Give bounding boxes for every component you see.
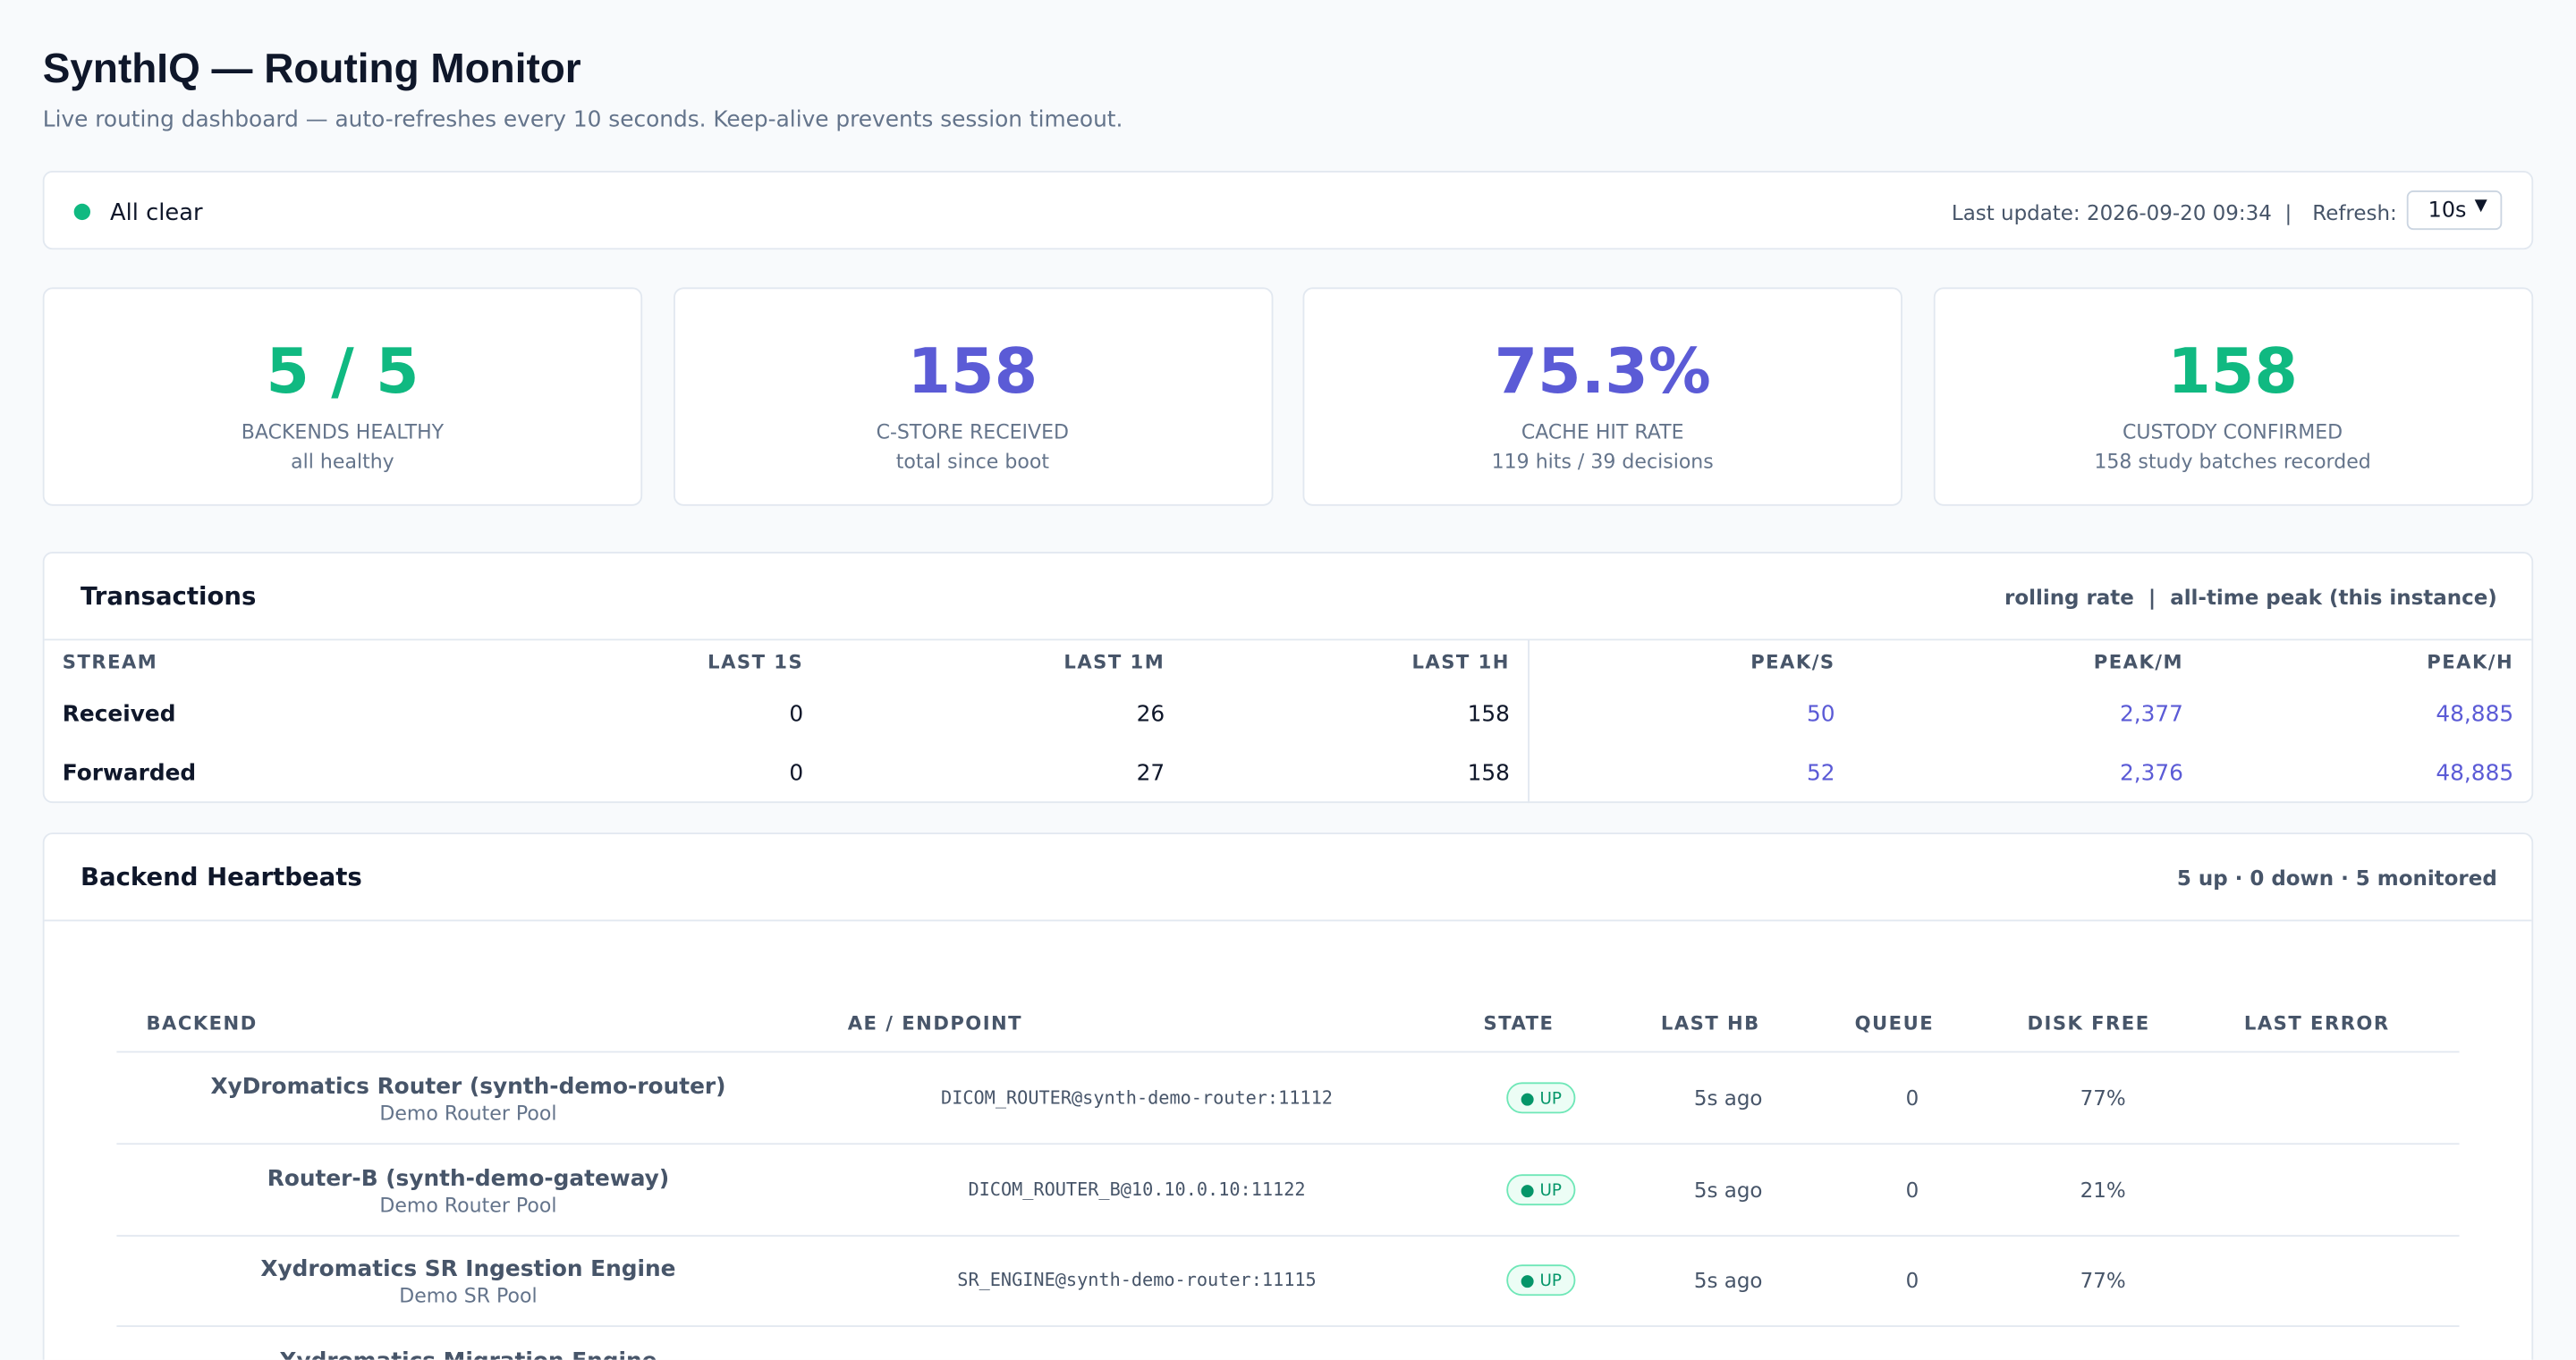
separator: | bbox=[2284, 200, 2292, 225]
card-value: 75.3% bbox=[1494, 334, 1711, 408]
backend-cell: Router-B (synth-demo-gateway) Demo Router… bbox=[146, 1165, 790, 1218]
cell: 48,885 bbox=[2436, 760, 2514, 787]
endpoint: SR_ENGINE@synth-demo-router:11115 bbox=[957, 1269, 1317, 1291]
refresh-value: 10s bbox=[2428, 199, 2467, 224]
column-header: LAST 1H bbox=[1411, 650, 1510, 674]
column-header: QUEUE bbox=[1854, 1011, 1935, 1035]
stream-name: Forwarded bbox=[62, 760, 197, 787]
cell: 52 bbox=[1807, 760, 1835, 787]
card-label: CACHE HIT RATE bbox=[1521, 420, 1684, 443]
backend-cell: Xydromatics SR Ingestion Engine Demo SR P… bbox=[146, 1256, 790, 1309]
backend-pool: Demo Router Pool bbox=[379, 1193, 557, 1217]
cell: 2,376 bbox=[2119, 760, 2183, 787]
column-header: LAST ERROR bbox=[2243, 1011, 2390, 1035]
divider bbox=[1528, 638, 1530, 804]
endpoint: DICOM_ROUTER_B@10.10.0.10:11122 bbox=[968, 1178, 1306, 1200]
heartbeats-panel: Backend Heartbeats 5 up · 0 down · 5 mon… bbox=[42, 832, 2534, 1360]
last-hb: 5s ago bbox=[1693, 1267, 1763, 1293]
backend-pool: Demo Router Pool bbox=[379, 1102, 557, 1126]
backend-cell: XyDromatics Router (synth-demo-router) De… bbox=[146, 1074, 790, 1127]
cell: 27 bbox=[1136, 760, 1165, 787]
state-pill: ● UP bbox=[1506, 1173, 1576, 1205]
divider bbox=[116, 1051, 2460, 1053]
backend-name: Router-B (synth-demo-gateway) bbox=[267, 1165, 670, 1192]
card-sub: 119 hits / 39 decisions bbox=[1491, 450, 1714, 473]
column-header: AE / ENDPOINT bbox=[847, 1011, 1023, 1035]
panel-title: Backend Heartbeats bbox=[80, 862, 362, 892]
queue: 0 bbox=[1905, 1085, 1919, 1111]
stat-card: 5 / 5 BACKENDS HEALTHY all healthy bbox=[42, 287, 643, 506]
backend-name: Xydromatics Migration Engine bbox=[146, 1347, 790, 1360]
last-update-text: Last update: 2026-09-20 09:34 bbox=[1951, 200, 2272, 225]
cell: 0 bbox=[789, 760, 804, 787]
disk-free: 77% bbox=[2080, 1267, 2126, 1293]
state-pill: ● UP bbox=[1506, 1264, 1576, 1297]
divider bbox=[116, 1325, 2460, 1328]
status-dot bbox=[73, 203, 91, 221]
divider bbox=[44, 919, 2532, 922]
column-header: LAST 1S bbox=[708, 650, 804, 674]
backend-name: Xydromatics SR Ingestion Engine bbox=[260, 1256, 676, 1283]
cell: 0 bbox=[789, 701, 804, 728]
last-hb: 5s ago bbox=[1693, 1176, 1763, 1202]
panel-note: 5 up · 0 down · 5 monitored bbox=[2176, 865, 2497, 891]
column-header: PEAK/M bbox=[2093, 650, 2183, 674]
column-header: PEAK/S bbox=[1750, 650, 1835, 674]
refresh-label: Refresh: bbox=[2312, 200, 2397, 225]
divider bbox=[116, 1234, 2460, 1237]
disk-free: 77% bbox=[2080, 1085, 2126, 1111]
title: SynthIQ — Routing Monitor bbox=[42, 46, 581, 92]
stat-card: 158 CUSTODY CONFIRMED 158 study batches re… bbox=[1932, 287, 2533, 506]
card-label: CUSTODY CONFIRMED bbox=[2122, 420, 2343, 443]
status-bar: All clear Last update: 2026-09-20 09:34 … bbox=[42, 171, 2534, 250]
queue: 0 bbox=[1905, 1267, 1919, 1293]
refresh-select[interactable]: 10s ▼ bbox=[2406, 190, 2503, 231]
last-update: Last update: 2026-09-20 09:34 | bbox=[1952, 200, 2299, 225]
transactions-panel: Transactions rolling rate | all-time pea… bbox=[42, 552, 2534, 804]
stat-card: 75.3% CACHE HIT RATE 119 hits / 39 decisio… bbox=[1302, 287, 1902, 506]
card-value: 5 / 5 bbox=[266, 334, 419, 408]
card-sub: 158 study batches recorded bbox=[2094, 450, 2371, 473]
backend-name: XyDromatics Router (synth-demo-router) bbox=[210, 1074, 726, 1101]
card-sub: all healthy bbox=[291, 450, 394, 473]
cell: 158 bbox=[1467, 701, 1510, 728]
panel-note: rolling rate | all-time peak (this insta… bbox=[2004, 584, 2497, 610]
stream-name: Received bbox=[62, 701, 176, 728]
status-text: All clear bbox=[110, 200, 203, 227]
queue: 0 bbox=[1905, 1176, 1919, 1202]
column-header: STREAM bbox=[62, 650, 158, 674]
divider bbox=[44, 638, 2532, 641]
column-header: BACKEND bbox=[146, 1011, 258, 1035]
subtitle: Live routing dashboard — auto-refreshes … bbox=[42, 106, 1123, 133]
cell: 26 bbox=[1136, 701, 1165, 728]
card-label: C-STORE RECEIVED bbox=[876, 420, 1070, 443]
cell: 50 bbox=[1807, 701, 1835, 728]
state-pill: ● UP bbox=[1506, 1082, 1576, 1114]
endpoint: DICOM_ROUTER@synth-demo-router:11112 bbox=[941, 1086, 1333, 1109]
card-sub: total since boot bbox=[895, 450, 1049, 473]
divider bbox=[116, 1143, 2460, 1145]
last-hb: 5s ago bbox=[1693, 1085, 1763, 1111]
stat-card: 158 C-STORE RECEIVED total since boot bbox=[673, 287, 1273, 506]
backend-cell: Xydromatics Migration Engine bbox=[146, 1347, 790, 1360]
cell: 2,377 bbox=[2119, 701, 2183, 728]
panel-title: Transactions bbox=[80, 581, 257, 612]
disk-free: 21% bbox=[2080, 1176, 2126, 1202]
card-value: 158 bbox=[2167, 334, 2298, 408]
card-label: BACKENDS HEALTHY bbox=[241, 420, 445, 443]
column-header: PEAK/H bbox=[2427, 650, 2514, 674]
column-header: STATE bbox=[1483, 1011, 1555, 1035]
backend-pool: Demo SR Pool bbox=[399, 1284, 538, 1308]
column-header: LAST 1M bbox=[1063, 650, 1165, 674]
column-header: DISK FREE bbox=[2027, 1011, 2150, 1035]
card-value: 158 bbox=[907, 334, 1038, 408]
cell: 158 bbox=[1467, 760, 1510, 787]
column-header: LAST HB bbox=[1660, 1011, 1760, 1035]
cell: 48,885 bbox=[2436, 701, 2514, 728]
